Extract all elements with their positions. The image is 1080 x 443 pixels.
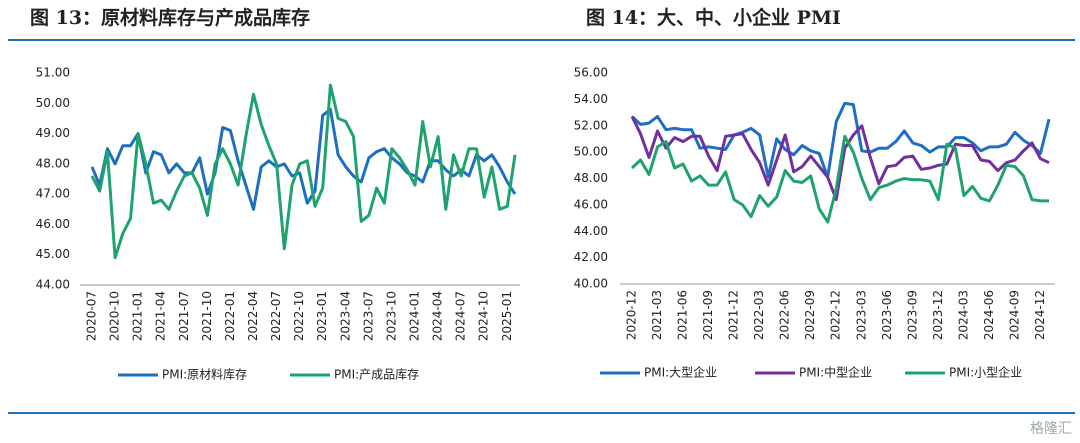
y-tick-label: 49.00 (36, 126, 70, 140)
x-tick-label: 2025-01 (500, 291, 514, 341)
legend-label: PMI:中型企业 (799, 365, 872, 380)
y-tick-label: 48.00 (36, 156, 70, 170)
y-tick-label: 47.00 (36, 187, 70, 201)
x-tick-label: 2021-06 (676, 290, 690, 340)
chart-title: 图 14：大、中、小企业 PMI (586, 6, 841, 29)
y-tick-label: 40.00 (574, 277, 608, 291)
y-tick-label: 56.00 (574, 66, 608, 80)
series-line (90, 107, 517, 211)
legend-label: PMI:小型企业 (949, 365, 1022, 380)
x-tick-label: 2022-04 (246, 291, 260, 341)
x-tick-label: 2022-07 (269, 291, 283, 341)
y-tick-label: 51.00 (36, 66, 70, 80)
x-tick-label: 2024-10 (477, 291, 491, 341)
x-tick-label: 2021-10 (200, 291, 214, 341)
x-tick-label: 2024-03 (956, 290, 970, 340)
x-tick-label: 2022-01 (223, 291, 237, 341)
x-tick-label: 2022-12 (829, 290, 843, 340)
x-tick-label: 2021-09 (701, 290, 715, 340)
x-tick-label: 2022-03 (752, 290, 766, 340)
x-tick-label: 2023-03 (854, 290, 868, 340)
x-tick-label: 2023-07 (361, 291, 375, 341)
y-tick-label: 42.00 (574, 250, 608, 264)
y-tick-label: 44.00 (574, 224, 608, 238)
x-tick-label: 2020-10 (108, 291, 122, 341)
x-tick-label: 2021-07 (177, 291, 191, 341)
series-line (630, 101, 1051, 179)
x-tick-label: 2023-01 (315, 291, 329, 341)
x-tick-label: 2024-09 (1007, 290, 1021, 340)
x-tick-label: 2023-06 (880, 290, 894, 340)
y-tick-label: 45.00 (36, 247, 70, 261)
y-tick-label: 50.00 (574, 145, 608, 159)
y-tick-label: 44.00 (36, 278, 70, 292)
x-tick-label: 2023-10 (384, 291, 398, 341)
x-tick-label: 2021-01 (131, 291, 145, 341)
y-tick-label: 54.00 (574, 92, 608, 106)
x-tick-label: 2020-12 (625, 290, 639, 340)
y-tick-label: 48.00 (574, 171, 608, 185)
x-tick-label: 2022-10 (292, 291, 306, 341)
legend-label: PMI:原材料库存 (162, 367, 247, 382)
x-tick-label: 2022-06 (778, 290, 792, 340)
x-tick-label: 2021-12 (727, 290, 741, 340)
x-tick-label: 2023-04 (338, 291, 352, 341)
x-tick-label: 2024-04 (431, 291, 445, 341)
legend-label: PMI:大型企业 (644, 365, 717, 380)
x-tick-label: 2024-07 (454, 291, 468, 341)
y-tick-label: 50.00 (36, 96, 70, 110)
chart-title: 图 13：原材料库存与产成品库存 (30, 6, 310, 29)
x-tick-label: 2022-09 (803, 290, 817, 340)
x-tick-label: 2024-06 (982, 290, 996, 340)
y-tick-label: 52.00 (574, 118, 608, 132)
series-line (90, 83, 517, 260)
series-line (630, 134, 1049, 224)
legend-label: PMI:产成品库存 (334, 367, 419, 382)
series-line (630, 115, 1050, 202)
x-tick-label: 2021-04 (154, 291, 168, 341)
y-tick-label: 46.00 (36, 217, 70, 231)
x-tick-label: 2024-01 (408, 291, 422, 341)
x-tick-label: 2023-09 (905, 290, 919, 340)
y-tick-label: 46.00 (574, 197, 608, 211)
x-tick-label: 2021-03 (650, 290, 664, 340)
x-tick-label: 2023-12 (931, 290, 945, 340)
x-tick-label: 2020-07 (85, 291, 99, 341)
watermark: 格隆汇 (1030, 421, 1072, 437)
x-tick-label: 2024-12 (1033, 290, 1047, 340)
